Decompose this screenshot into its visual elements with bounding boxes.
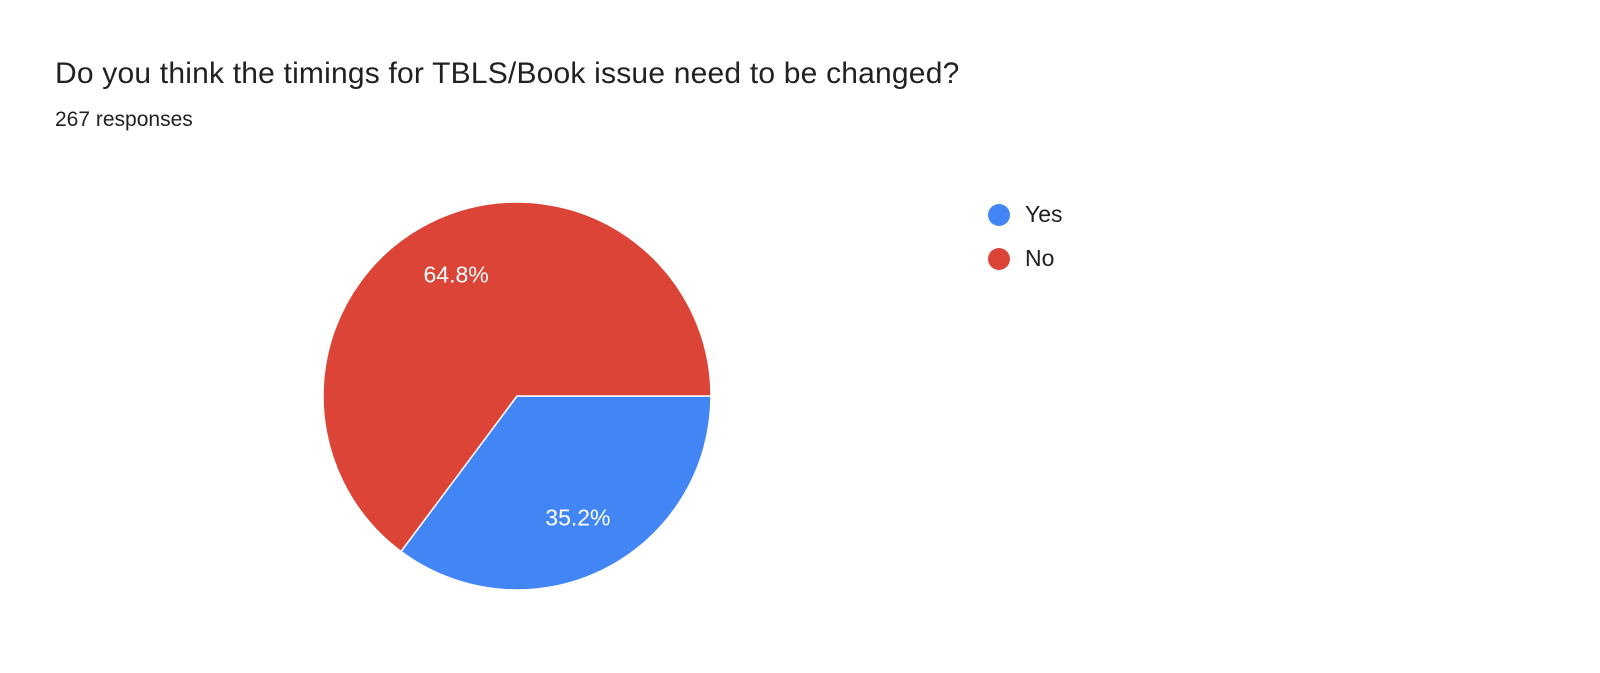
slice-label-yes: 35.2% [545, 504, 610, 530]
pie-chart: 35.2% 64.8% [322, 201, 712, 591]
question-title: Do you think the timings for TBLS/Book i… [55, 57, 960, 90]
legend-color-dot-yes [988, 203, 1010, 226]
chart-legend: Yes No [988, 201, 1063, 289]
legend-label-no: No [1025, 245, 1055, 271]
legend-item-no: No [988, 245, 1063, 272]
pie-slice-no[interactable] [322, 201, 712, 553]
legend-item-yes: Yes [988, 201, 1063, 228]
pie-slice-yes[interactable] [400, 395, 712, 591]
response-count: 267 responses [55, 108, 193, 131]
slice-label-no: 64.8% [423, 262, 488, 288]
legend-color-dot-no [988, 247, 1010, 270]
legend-label-yes: Yes [1025, 201, 1063, 227]
